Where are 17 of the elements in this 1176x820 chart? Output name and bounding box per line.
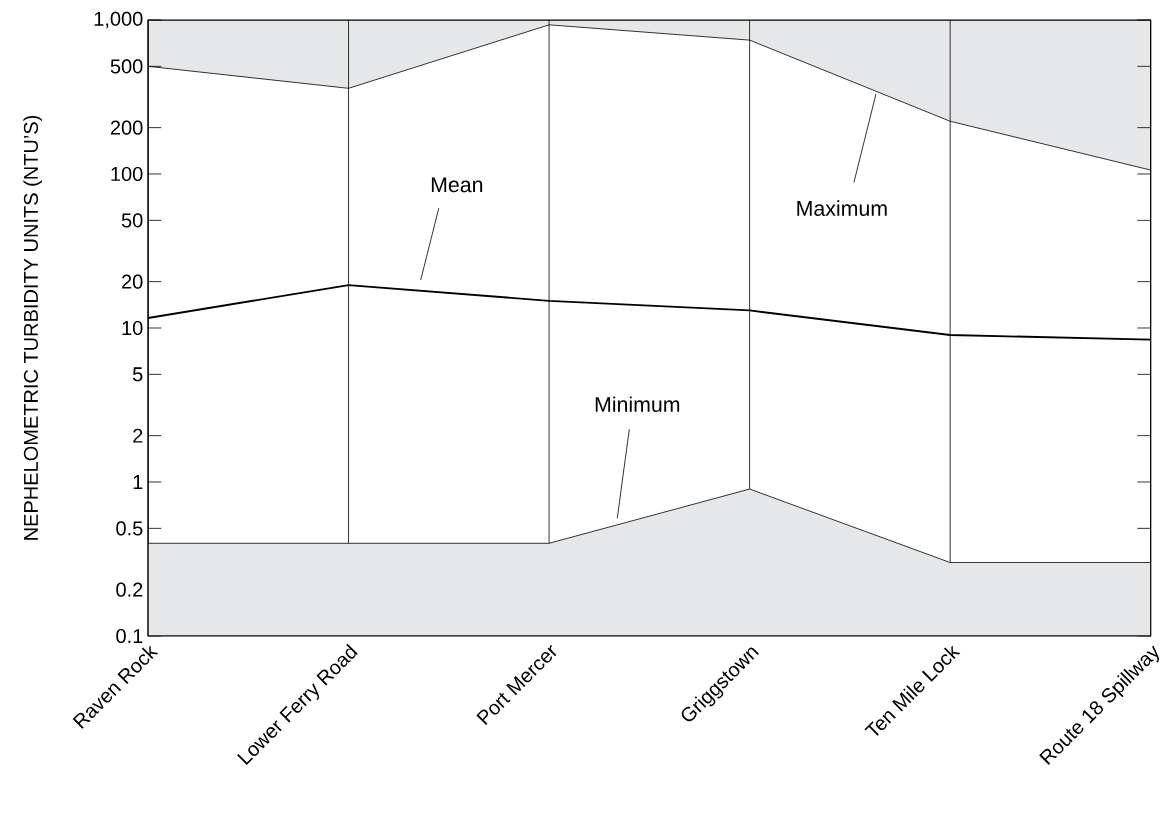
y-tick-label: 0.1 xyxy=(116,628,143,644)
text: Minimum xyxy=(595,396,680,413)
y-axis-title: NEPHELOMETRIC TURBIDITY UNITS (NTU’S) xyxy=(23,115,42,540)
y-tick-label: 1 xyxy=(133,475,143,489)
text: Mean xyxy=(431,177,483,193)
y-tick-label: 0.5 xyxy=(116,521,143,536)
y-tick-label: 1,000 xyxy=(94,11,143,29)
y-tick-label: 10 xyxy=(122,320,143,336)
y-tick-label: 20 xyxy=(122,274,143,289)
text: Maximum xyxy=(797,200,887,216)
y-tick-label: 100 xyxy=(111,166,143,182)
y-tick-label: 2 xyxy=(133,428,143,443)
y-tick-label: 50 xyxy=(121,213,143,228)
y-tick-label: 200 xyxy=(110,120,143,135)
y-tick-label: 5 xyxy=(132,367,143,382)
y-tick-label: 500 xyxy=(110,59,143,74)
y-tick-label: 0.2 xyxy=(116,582,143,597)
